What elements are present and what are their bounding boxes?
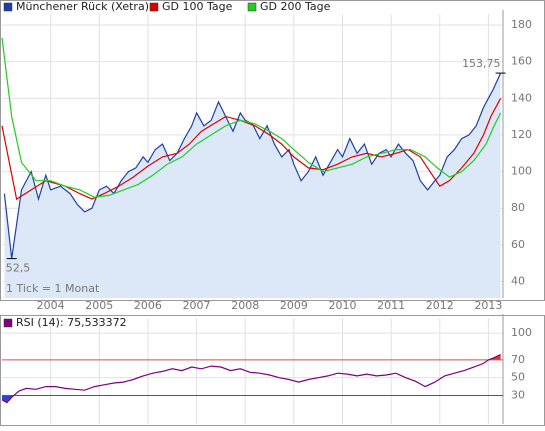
legend-label: GD 200 Tage	[260, 0, 331, 13]
value-label: 153,75	[462, 57, 501, 70]
y-tick-label: 100	[511, 165, 532, 178]
x-tick-label: 2007	[183, 299, 211, 312]
x-tick-label: 2012	[426, 299, 454, 312]
value-label: 52,5	[6, 262, 31, 275]
y-tick-label: 40	[511, 275, 525, 288]
legend-label: GD 100 Tage	[162, 0, 233, 13]
x-tick-label: 2004	[37, 299, 65, 312]
line	[3, 72, 502, 259]
legend-swatch	[149, 2, 159, 12]
x-tick-label: 2009	[280, 299, 308, 312]
legend-label: RSI (14): 75,533372	[16, 316, 127, 329]
y-tick-label: 180	[511, 18, 532, 31]
legend-swatch	[247, 2, 257, 12]
legend-swatch	[3, 318, 13, 328]
y-tick-label: 140	[511, 91, 532, 104]
y-tick-label: 70	[511, 353, 525, 366]
y-tick-label: 160	[511, 55, 532, 68]
y-tick-label: 60	[511, 238, 525, 251]
threshold-fill	[488, 354, 501, 360]
line	[1, 353, 501, 404]
y-tick-label: 50	[511, 371, 525, 384]
x-tick-label: 2013	[474, 299, 502, 312]
legend-swatch	[3, 2, 13, 12]
line	[1, 37, 502, 198]
y-tick-label: 30	[511, 388, 525, 401]
area	[4, 73, 501, 298]
note: 1 Tick = 1 Monat	[6, 282, 100, 295]
x-tick-label: 2005	[85, 299, 113, 312]
legend-label: Münchener Rück (Xetra)	[16, 0, 149, 13]
x-tick-label: 2010	[328, 299, 356, 312]
x-tick-label: 2006	[134, 299, 162, 312]
x-tick-label: 2008	[231, 299, 259, 312]
y-tick-label: 80	[511, 201, 525, 214]
y-tick-label: 100	[511, 326, 532, 339]
y-tick-label: 120	[511, 128, 532, 141]
x-tick-label: 2011	[377, 299, 405, 312]
